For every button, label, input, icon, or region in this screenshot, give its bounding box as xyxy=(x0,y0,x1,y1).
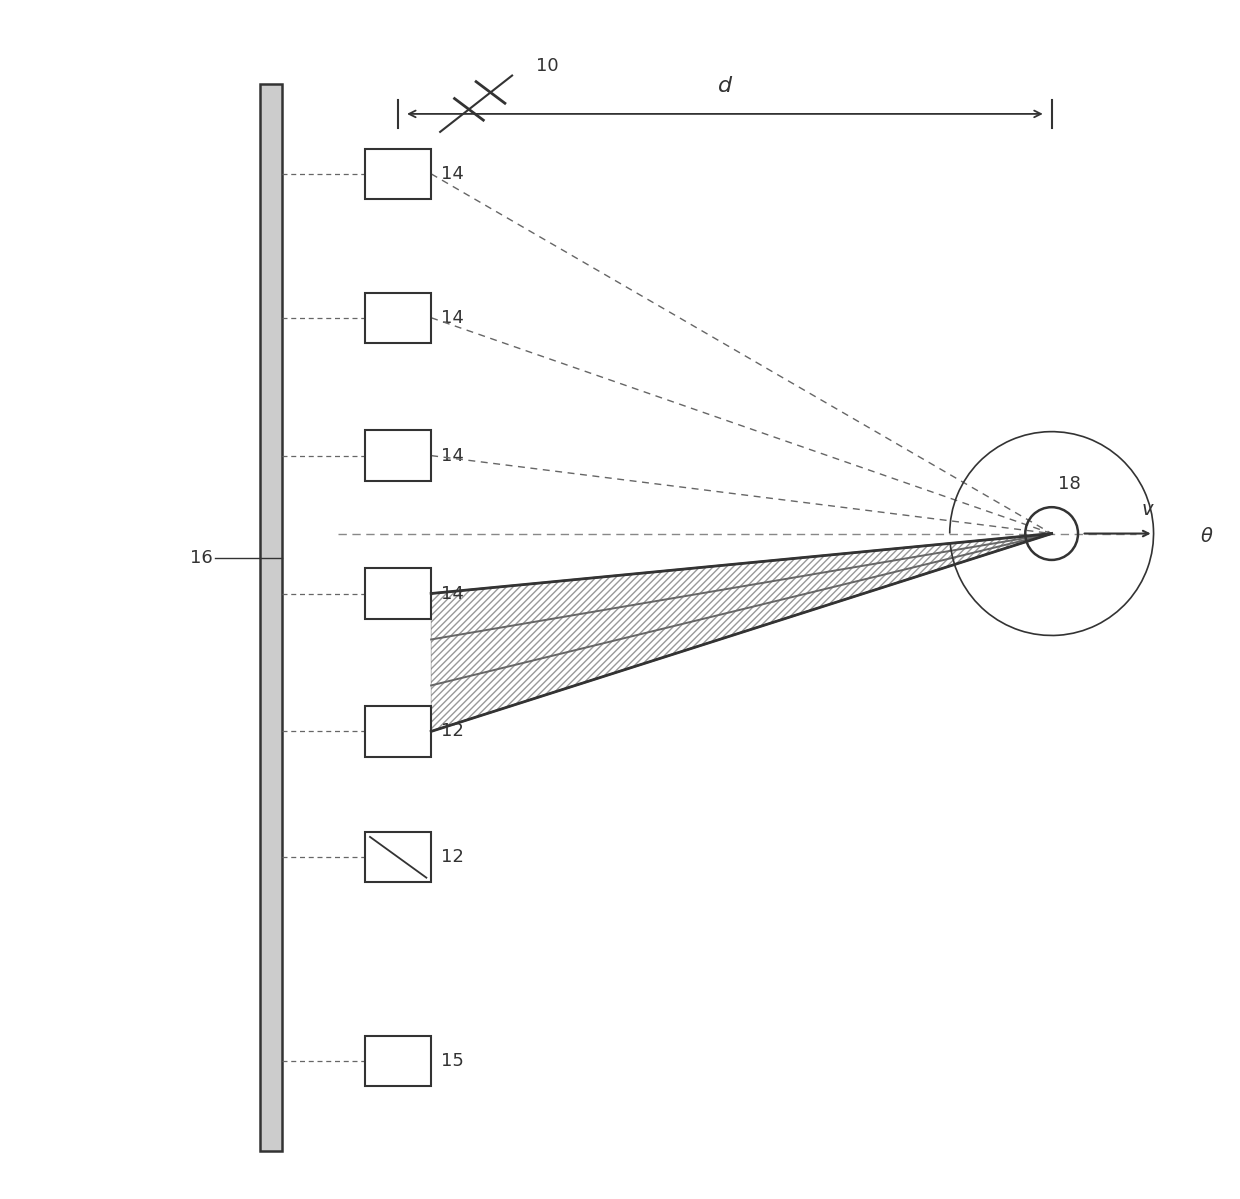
Bar xyxy=(366,706,432,757)
Text: 14: 14 xyxy=(440,446,464,465)
Text: 15: 15 xyxy=(440,1052,464,1071)
Bar xyxy=(366,1036,432,1086)
Bar xyxy=(260,84,281,1151)
Text: 16: 16 xyxy=(190,548,212,567)
Text: θ: θ xyxy=(1200,528,1211,547)
Text: 14: 14 xyxy=(440,164,464,183)
Text: 10: 10 xyxy=(536,56,559,76)
Text: 12: 12 xyxy=(440,848,464,867)
Bar xyxy=(366,293,432,343)
Text: 14: 14 xyxy=(440,584,464,603)
Text: 12: 12 xyxy=(440,722,464,741)
Text: 14: 14 xyxy=(440,308,464,327)
Bar xyxy=(366,568,432,619)
Bar xyxy=(366,149,432,199)
Bar xyxy=(366,832,432,882)
Text: d: d xyxy=(718,76,732,96)
Bar xyxy=(366,430,432,481)
Text: v: v xyxy=(1142,500,1153,519)
Text: 18: 18 xyxy=(1058,475,1080,493)
